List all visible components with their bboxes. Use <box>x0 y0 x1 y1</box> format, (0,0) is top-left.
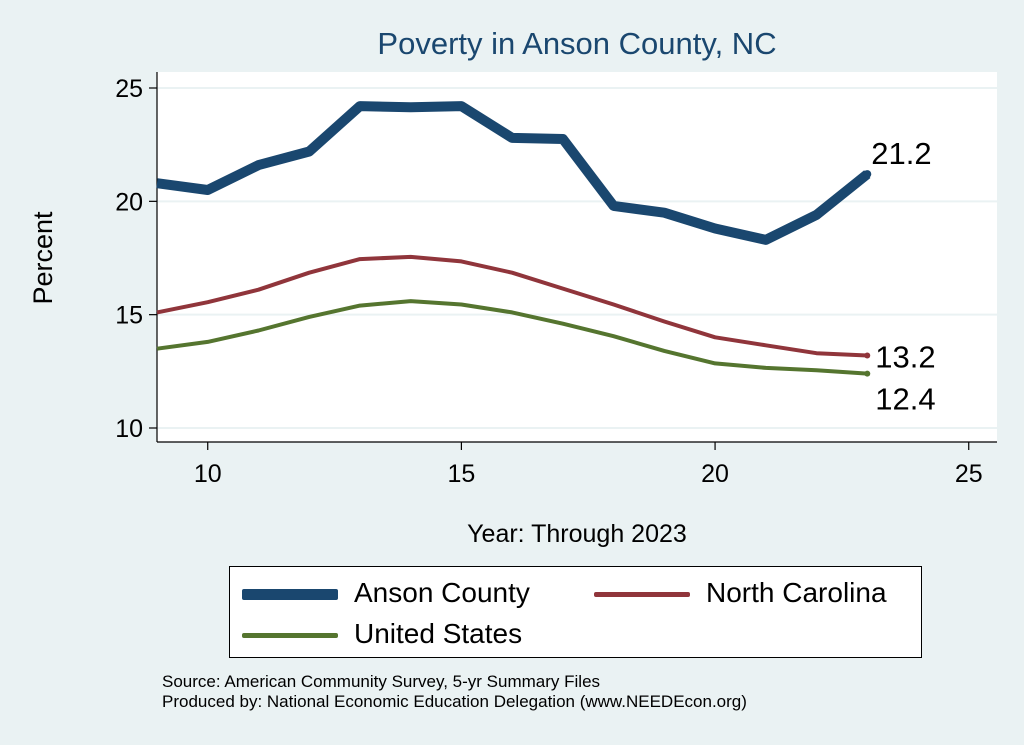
end-label-anson-county: 21.2 <box>871 136 931 171</box>
end-label-united-states: 12.4 <box>875 382 935 417</box>
legend: Anson County North Carolina United State… <box>229 566 922 658</box>
end-labels: 21.2 13.2 12.4 <box>871 136 935 416</box>
legend-swatch-united-states <box>242 633 338 638</box>
x-tick-label-25: 25 <box>955 460 983 488</box>
series-line-united-states <box>156 299 868 376</box>
x-tick-label-10: 10 <box>194 460 222 488</box>
plot-area <box>157 72 997 442</box>
y-tick-label-20: 20 <box>115 188 143 216</box>
y-tick-label-10: 10 <box>115 415 143 443</box>
x-tick-label-15: 15 <box>447 460 475 488</box>
y-axis-title: Percent <box>28 211 58 305</box>
y-tick-label-25: 25 <box>115 75 143 103</box>
x-axis-title: Year: Through 2023 <box>467 520 687 548</box>
legend-label-anson: Anson County <box>354 577 530 608</box>
series-endpoint-anson-county <box>863 170 872 179</box>
series-endpoint-north-carolina <box>864 352 871 359</box>
source-note: Source: American Community Survey, 5-yr … <box>162 672 747 712</box>
series-layer <box>156 101 872 377</box>
series-endpoint-united-states <box>864 370 871 377</box>
axes: 10 15 20 25 10 15 20 25 <box>115 72 997 488</box>
x-tick-label-20: 20 <box>701 460 729 488</box>
end-label-north-carolina: 13.2 <box>875 339 935 374</box>
source-line: Source: American Community Survey, 5-yr … <box>162 672 601 691</box>
series-line-anson-county <box>156 101 871 245</box>
series-line-north-carolina <box>156 254 868 358</box>
legend-label-united-states: United States <box>354 618 523 649</box>
legend-label-north-carolina: North Carolina <box>706 577 887 608</box>
gridlines <box>157 87 997 429</box>
legend-swatch-anson <box>242 589 338 600</box>
legend-swatch-north-carolina <box>594 592 690 597</box>
producer-line: Produced by: National Economic Education… <box>162 692 747 711</box>
y-tick-label-15: 15 <box>115 302 143 330</box>
chart-title: Poverty in Anson County, NC <box>377 26 777 61</box>
